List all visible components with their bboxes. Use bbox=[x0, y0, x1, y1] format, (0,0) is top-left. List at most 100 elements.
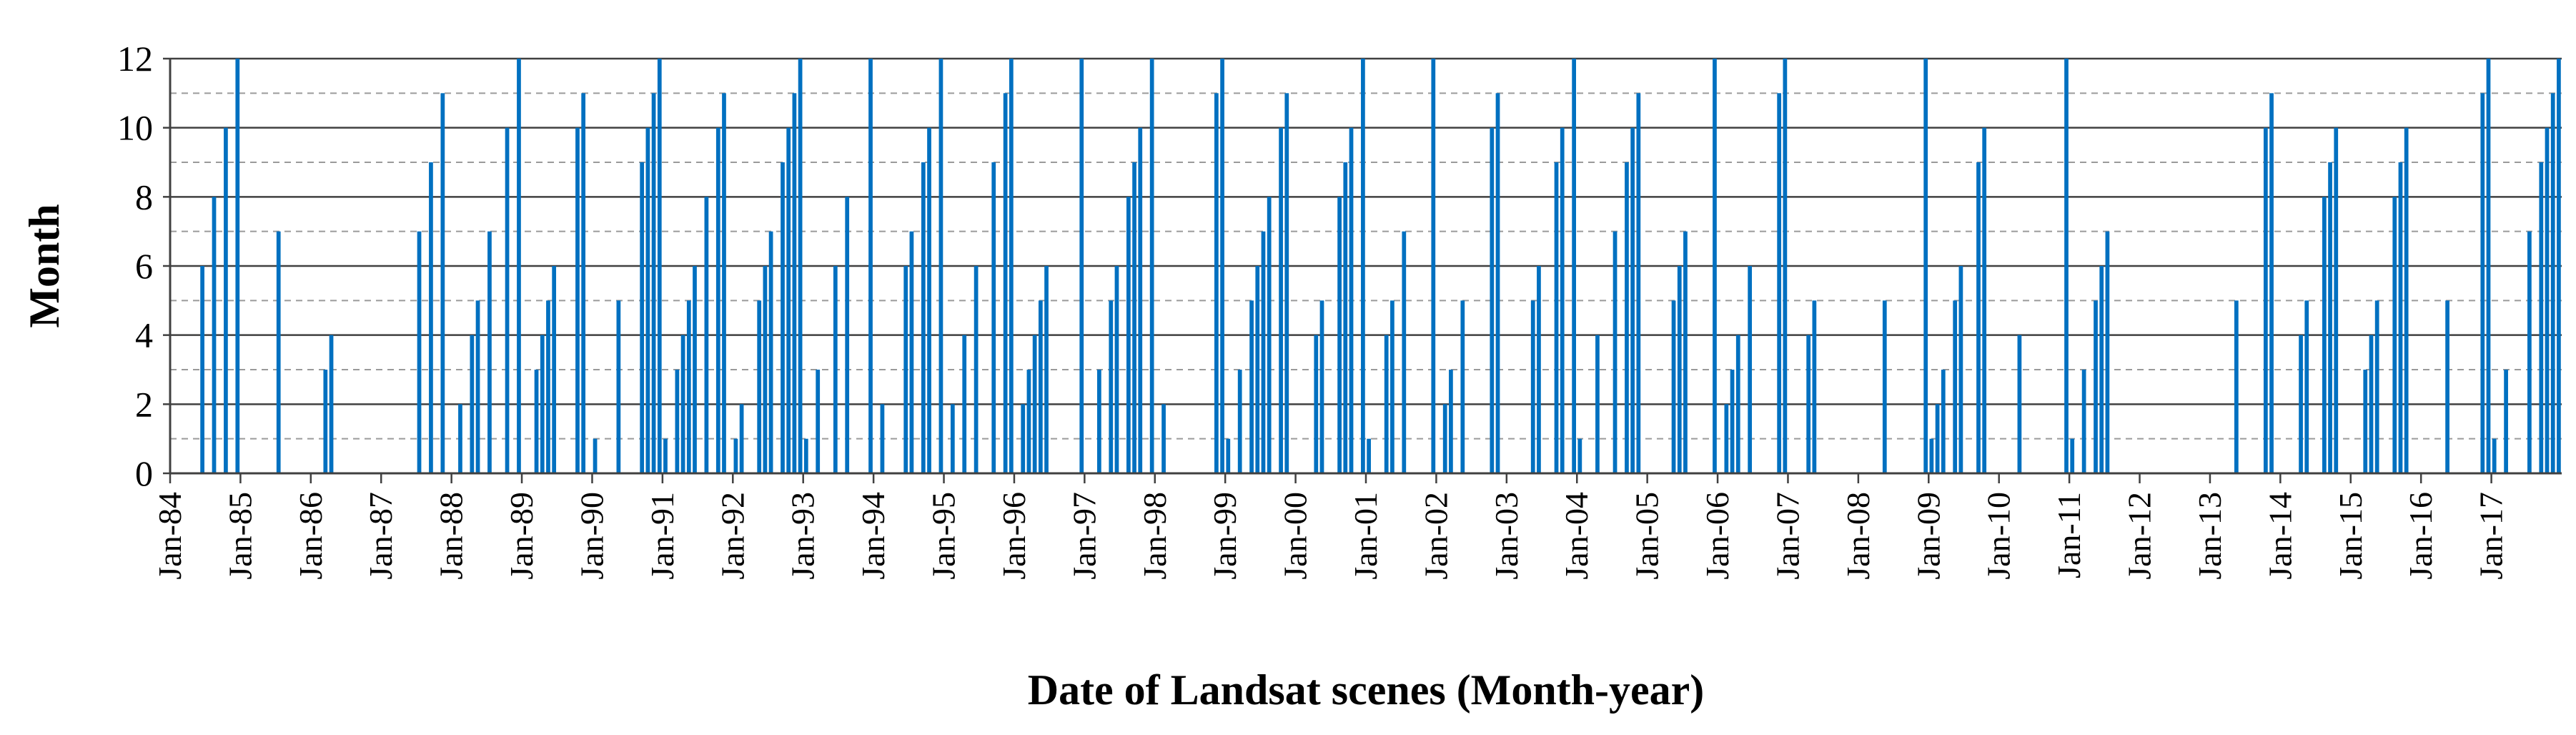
bar bbox=[1384, 335, 1389, 473]
bar bbox=[739, 404, 744, 473]
bar bbox=[722, 93, 726, 473]
bar bbox=[833, 266, 838, 473]
x-tick-label: Jan-00 bbox=[1277, 492, 1314, 580]
bar bbox=[2445, 300, 2449, 473]
y-tick-label: 4 bbox=[135, 315, 153, 355]
x-tick-label: Jan-11 bbox=[2051, 492, 2087, 578]
bar bbox=[2527, 231, 2532, 473]
bar bbox=[2480, 93, 2485, 473]
bar bbox=[276, 231, 281, 473]
bar bbox=[1812, 300, 1817, 473]
x-tick-label: Jan-16 bbox=[2402, 492, 2439, 580]
bar bbox=[458, 404, 462, 473]
bar bbox=[1724, 404, 1729, 473]
y-tick-label: 12 bbox=[117, 39, 153, 79]
bar bbox=[1982, 127, 1987, 474]
y-tick-label: 10 bbox=[117, 108, 153, 148]
x-tick-label: Jan-02 bbox=[1417, 492, 1454, 580]
bar bbox=[440, 93, 445, 473]
bar bbox=[1026, 370, 1031, 473]
bar bbox=[2545, 127, 2550, 474]
bar bbox=[581, 93, 586, 473]
bar bbox=[1255, 266, 1260, 473]
bar bbox=[645, 127, 650, 474]
x-tick-label: Jan-15 bbox=[2332, 492, 2369, 580]
bar bbox=[2334, 127, 2339, 474]
bar bbox=[693, 266, 697, 473]
bar bbox=[938, 59, 943, 473]
bar bbox=[781, 162, 785, 473]
bar bbox=[2299, 335, 2303, 473]
bar bbox=[1261, 231, 1266, 473]
bar bbox=[1560, 127, 1565, 474]
bar bbox=[1220, 59, 1224, 473]
bar bbox=[2398, 162, 2403, 473]
bar bbox=[1713, 59, 1717, 473]
bar bbox=[1431, 59, 1436, 473]
bar bbox=[1361, 59, 1365, 473]
x-tick-label: Jan-89 bbox=[503, 492, 540, 580]
bar bbox=[1109, 300, 1114, 473]
bar bbox=[757, 300, 762, 473]
bar bbox=[798, 59, 803, 473]
bar bbox=[1138, 127, 1143, 474]
bar bbox=[1161, 404, 1166, 473]
bar bbox=[974, 266, 979, 473]
x-tick-label: Jan-87 bbox=[362, 492, 399, 580]
bar bbox=[816, 370, 821, 473]
bar bbox=[1442, 404, 1447, 473]
bar bbox=[640, 162, 645, 473]
x-tick-label: Jan-86 bbox=[292, 492, 329, 580]
x-tick-label: Jan-92 bbox=[714, 492, 750, 580]
bar bbox=[1319, 300, 1324, 473]
bar bbox=[962, 335, 967, 473]
bar bbox=[2070, 438, 2075, 473]
bar bbox=[792, 93, 797, 473]
bar bbox=[2369, 335, 2374, 473]
bar bbox=[1079, 59, 1084, 473]
bar bbox=[2064, 59, 2069, 473]
x-tick-label: Jan-06 bbox=[1699, 492, 1735, 580]
bar bbox=[1226, 438, 1231, 473]
bar bbox=[517, 59, 521, 473]
bar bbox=[475, 300, 480, 473]
x-tick-label: Jan-09 bbox=[1910, 492, 1946, 580]
x-axis-title: Date of Landsat scenes (Month-year) bbox=[1028, 666, 1705, 714]
bar bbox=[487, 231, 492, 473]
y-tick-labels: 0 2 4 6 8 10 12 bbox=[117, 39, 170, 493]
bar bbox=[1683, 231, 1688, 473]
bar bbox=[2094, 300, 2098, 473]
x-tick-labels: Jan-84 Jan-85 Jan-86 Jan-87 Jan-88 Jan-89 Jan-… bbox=[152, 473, 2510, 580]
bar bbox=[417, 231, 422, 473]
bar bbox=[2392, 197, 2397, 473]
bar bbox=[1958, 266, 1963, 473]
bar bbox=[2504, 370, 2508, 473]
bar bbox=[1267, 197, 1272, 473]
bar bbox=[575, 127, 580, 474]
bar bbox=[1625, 162, 1629, 473]
x-tick-label: Jan-84 bbox=[152, 492, 188, 580]
bar bbox=[1114, 266, 1119, 473]
bar bbox=[2363, 370, 2368, 473]
bar bbox=[1595, 335, 1600, 473]
x-tick-label: Jan-99 bbox=[1207, 492, 1243, 580]
bar bbox=[1929, 438, 1934, 473]
bar bbox=[1126, 197, 1131, 473]
bar bbox=[2263, 127, 2268, 474]
x-tick-label: Jan-04 bbox=[1558, 492, 1595, 580]
x-tick-label: Jan-98 bbox=[1136, 492, 1173, 580]
x-tick-label: Jan-91 bbox=[644, 492, 680, 580]
bar bbox=[2105, 231, 2110, 473]
bar bbox=[593, 438, 598, 473]
bar bbox=[546, 300, 550, 473]
bar bbox=[2081, 370, 2086, 473]
bar bbox=[1935, 404, 1940, 473]
y-axis-title: Month bbox=[21, 204, 68, 327]
bar bbox=[909, 231, 914, 473]
bar bbox=[2304, 300, 2309, 473]
bar bbox=[803, 438, 808, 473]
bar bbox=[235, 59, 240, 473]
bar bbox=[1021, 404, 1026, 473]
bar bbox=[1038, 300, 1043, 473]
